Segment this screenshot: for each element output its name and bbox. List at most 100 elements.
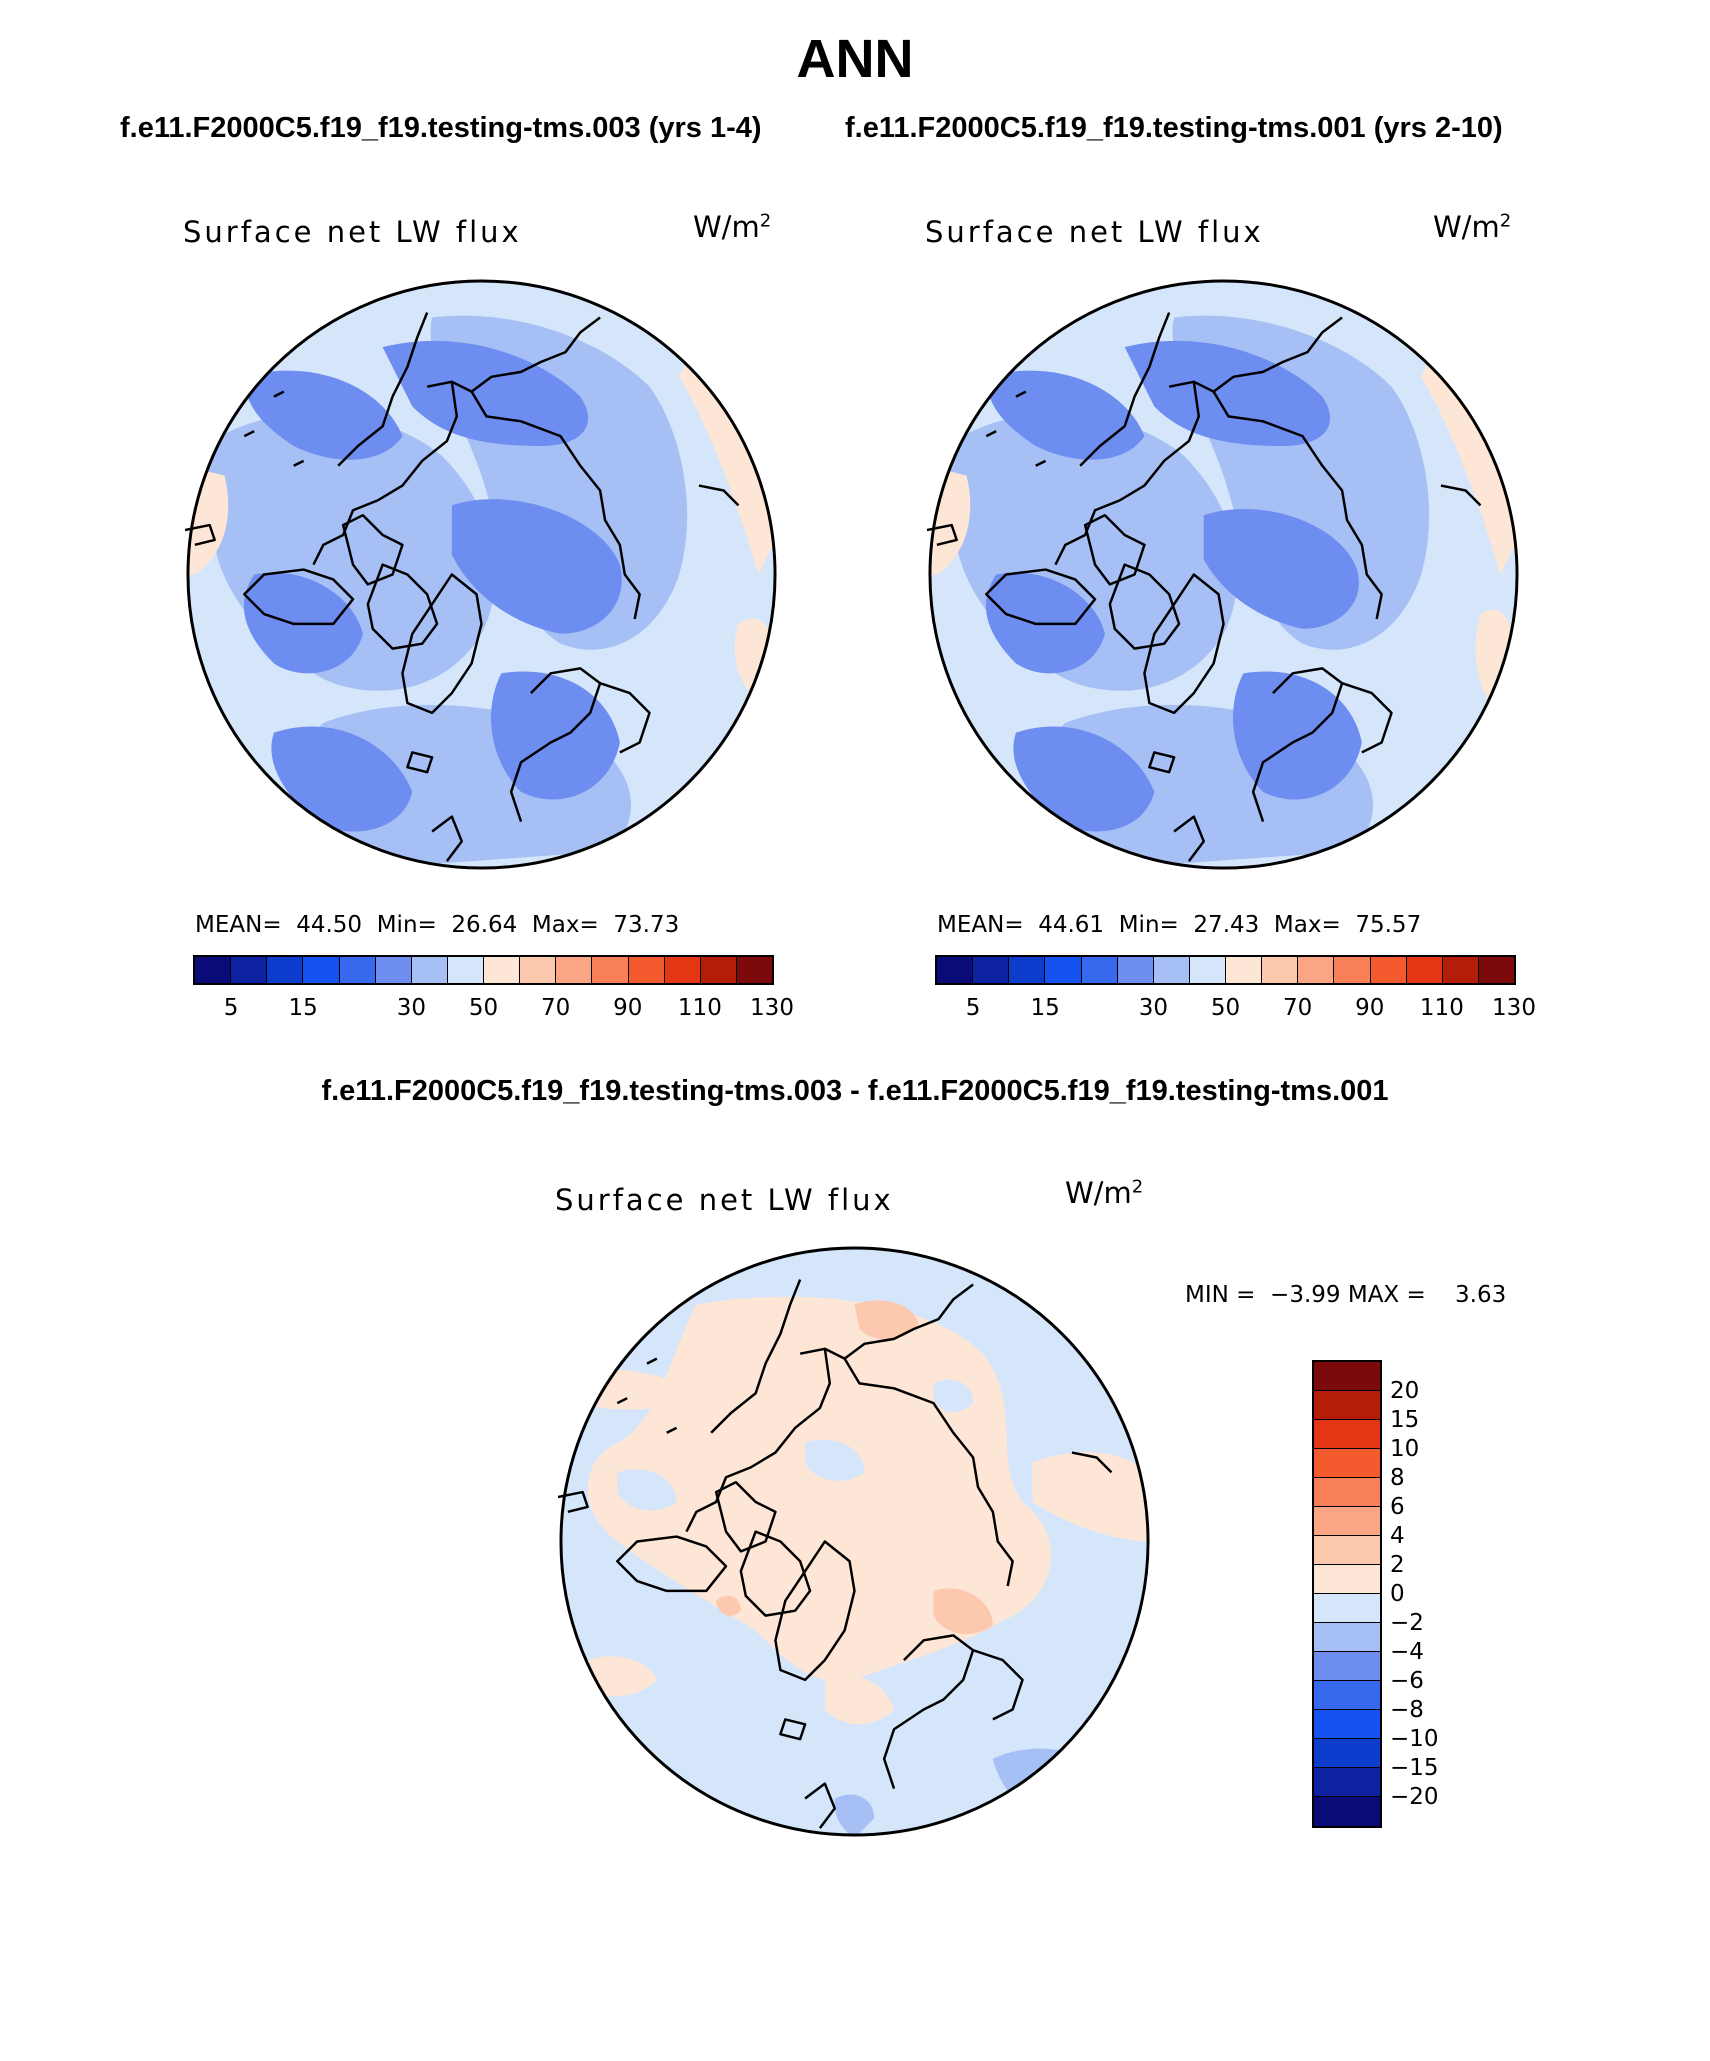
colorbar-tick-label: 30 (1138, 995, 1169, 1021)
colorbar-swatch (1314, 1797, 1380, 1826)
colorbar-tick-label: 130 (750, 995, 794, 1021)
colorbar-swatch (1314, 1362, 1380, 1391)
panel2-coastline (927, 523, 958, 547)
panel1-plot-title: Surface net LW flux (183, 215, 522, 249)
panel1-map-border (186, 279, 777, 870)
panel1-coastline (312, 381, 459, 566)
panel2-coastline (1173, 815, 1205, 862)
colorbar-tick-label: 15 (288, 995, 318, 1021)
panel3-coastline (710, 1279, 802, 1434)
panel3-coastline (799, 1283, 974, 1360)
panel3-contour-region (834, 1794, 875, 1836)
colorbar-swatch (736, 957, 772, 983)
panel1-colorbar (193, 955, 774, 985)
panel3-units: W/m2 (1065, 1176, 1144, 1210)
colorbar-tick-label: 20 (1390, 1378, 1420, 1404)
colorbar-swatch (1314, 1565, 1380, 1594)
panel3-contour-region (1032, 1452, 1149, 1542)
colorbar-tick-label: 5 (965, 995, 981, 1021)
panel2-map-border (928, 279, 1519, 870)
panel2-contour-region (1124, 340, 1331, 447)
panel2-coastline (1251, 667, 1344, 822)
colorbar-tick-label: −6 (1390, 1668, 1424, 1694)
panel3-contour-region (617, 1469, 677, 1511)
colorbar-swatch (520, 957, 557, 983)
panel3-coastline (739, 1530, 812, 1617)
colorbar-swatch (664, 957, 701, 983)
colorbar-swatch (1478, 957, 1514, 983)
colorbar-swatch (1314, 1507, 1380, 1536)
colorbar-swatch (556, 957, 593, 983)
panel3-contour-region (587, 1656, 657, 1697)
page-title: ANN (796, 29, 914, 89)
colorbar-swatch (1314, 1420, 1380, 1449)
panel1-coastline (698, 484, 740, 507)
colorbar-tick-label: −20 (1390, 1784, 1439, 1810)
panel2-coastline (1083, 513, 1146, 586)
panel1-contour-region (382, 340, 589, 447)
colorbar-swatch (937, 957, 974, 983)
colorbar-swatch (628, 957, 665, 983)
panel3-colorbar (1312, 1360, 1382, 1828)
panel2-coastline (985, 390, 1047, 467)
panel3-coastline (616, 1535, 728, 1593)
colorbar-tick-label: 4 (1390, 1523, 1405, 1549)
colorbar-tick-label: 90 (1355, 995, 1385, 1021)
panel2-coastline (1440, 484, 1482, 507)
colorbar-swatch (267, 957, 304, 983)
panel1-coastline (406, 751, 434, 774)
panel1-coastline (509, 667, 602, 822)
panel3-coastline (804, 1782, 836, 1829)
panel2-contour-region (1232, 671, 1362, 800)
panel1-coastline (337, 312, 429, 467)
panel1-stats: MEAN= 44.50 Min= 26.64 Max= 73.73 (195, 912, 680, 938)
colorbar-tick-label: 8 (1390, 1465, 1405, 1491)
panel3-coastline (714, 1480, 777, 1553)
panel2-map (927, 279, 1519, 870)
panel2-coastline (1168, 316, 1343, 393)
colorbar-tick-label: −4 (1390, 1639, 1424, 1665)
colorbar-swatch (411, 957, 448, 983)
panel1-coastline (243, 390, 305, 467)
colorbar-swatch (447, 957, 484, 983)
panel1-coastline (366, 563, 439, 650)
colorbar-swatch (973, 957, 1010, 983)
colorbar-swatch (1334, 957, 1371, 983)
colorbar-swatch (303, 957, 340, 983)
panel2-coastline (1341, 682, 1393, 754)
panel3-contour-region (854, 1300, 919, 1340)
panel2-coastline (1054, 381, 1201, 566)
colorbar-swatch (1314, 1623, 1380, 1652)
panel2-coastline (985, 568, 1097, 626)
panel3-coastline (843, 1358, 1014, 1587)
colorbar-tick-label: 130 (1492, 995, 1536, 1021)
colorbar-tick-label: 50 (468, 995, 499, 1021)
subtitle-right: f.e11.F2000C5.f19_f19.testing-tms.001 (y… (845, 112, 1503, 144)
panel2-coastline (1079, 312, 1171, 467)
panel1-contour-region (679, 357, 776, 575)
panel3-map-border (559, 1246, 1150, 1837)
panel2-coastline (1108, 563, 1181, 650)
colorbar-tick-label: 2 (1390, 1552, 1405, 1578)
colorbar-swatch (231, 957, 268, 983)
colorbar-swatch (1370, 957, 1407, 983)
colorbar-tick-label: 110 (1419, 995, 1464, 1021)
colorbar-tick-label: 70 (1282, 995, 1313, 1021)
colorbar-swatch (1314, 1478, 1380, 1507)
panel2-contour-region (1203, 508, 1359, 629)
colorbar-swatch (339, 957, 376, 983)
panel2-colorbar (935, 955, 1516, 985)
panel2-stats: MEAN= 44.61 Min= 27.43 Max= 75.57 (937, 912, 1422, 938)
colorbar-swatch (1153, 957, 1190, 983)
colorbar-swatch (1314, 1391, 1380, 1420)
panel3-coastline (779, 1718, 807, 1741)
panel1-coastline (243, 568, 355, 626)
panel3-coastline (616, 1357, 678, 1434)
panel1-coastline (401, 573, 483, 715)
panel2-contour-region (1013, 726, 1155, 832)
colorbar-tick-label: 15 (1030, 995, 1060, 1021)
colorbar-tick-label: 5 (223, 995, 239, 1021)
panel2-units: W/m2 (1433, 210, 1512, 244)
panel2-coastline (1212, 391, 1383, 620)
panel3-coastline (774, 1540, 856, 1682)
